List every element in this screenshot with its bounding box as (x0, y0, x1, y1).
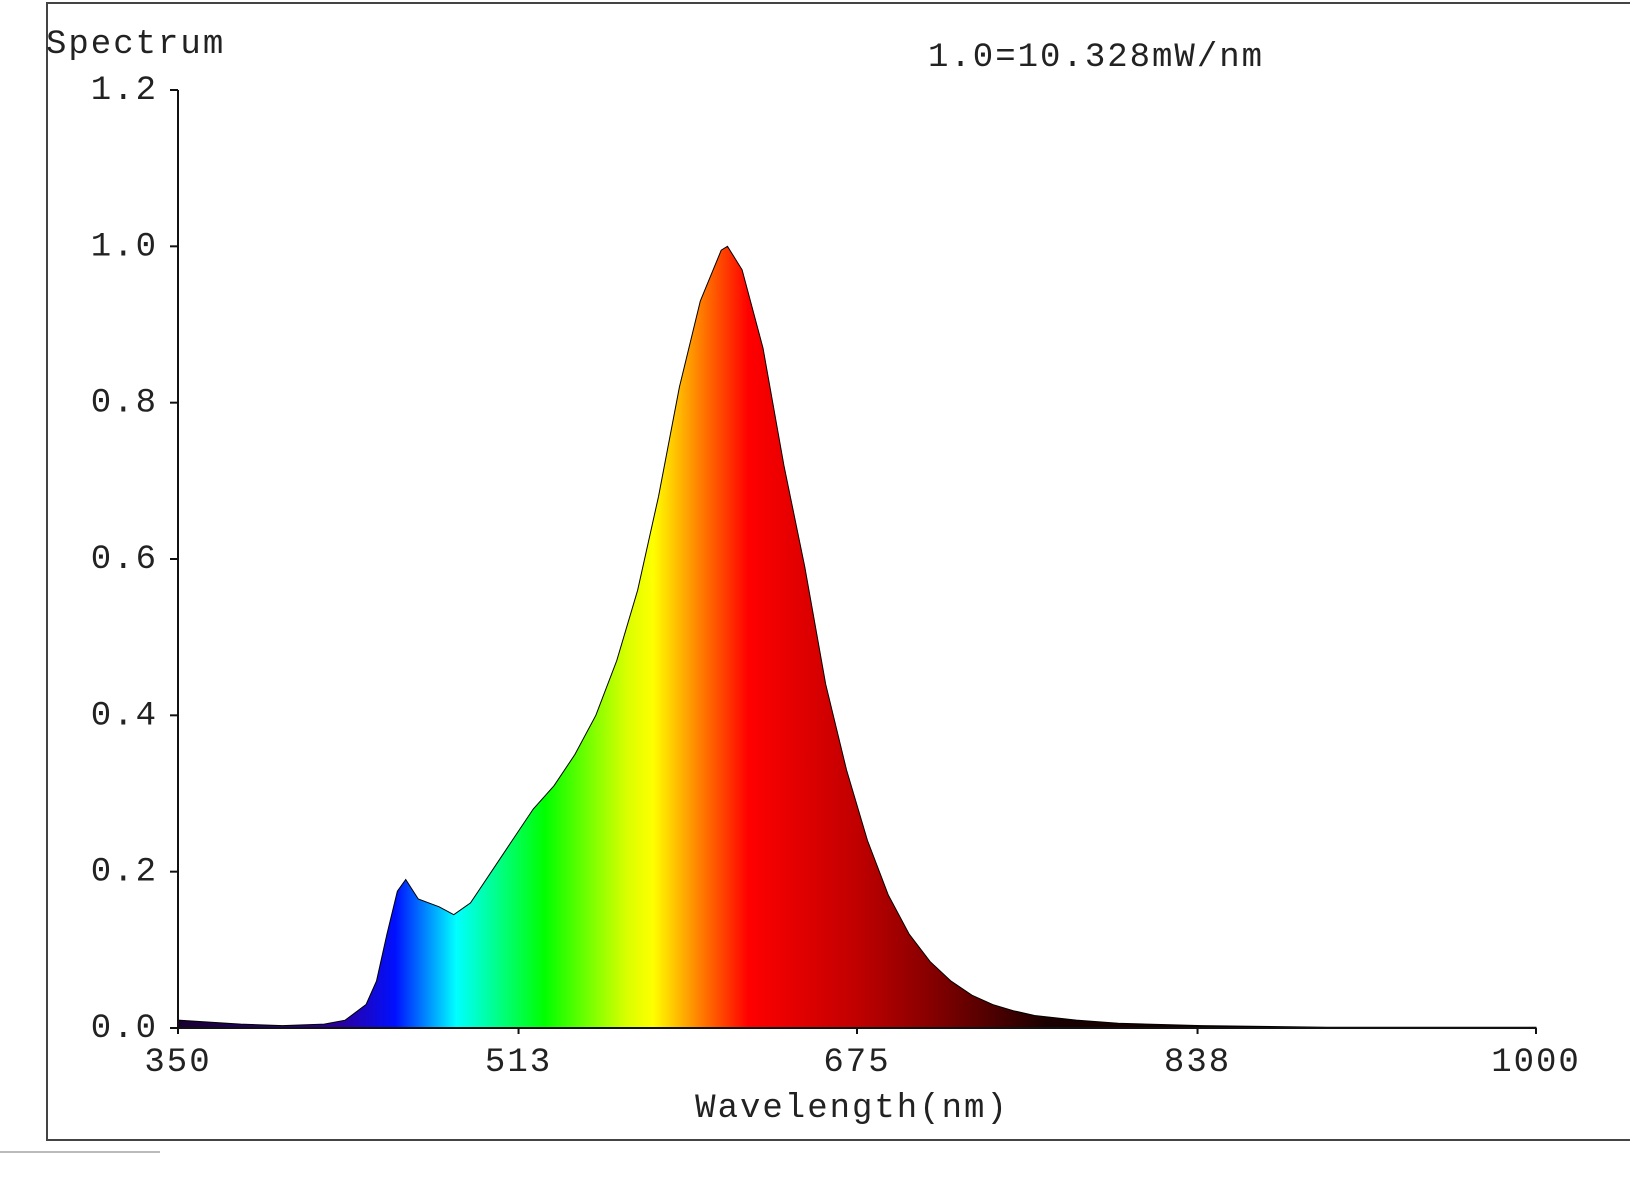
y-tick-label: 0.2 (91, 854, 158, 892)
x-tick-label: 1000 (1491, 1044, 1581, 1082)
spectrum-area (177, 245, 1537, 1029)
frame (46, 2, 1630, 1141)
y-tick-label: 0.0 (91, 1010, 158, 1048)
y-tick-label: 1.0 (91, 228, 158, 266)
y-tick-label: 0.8 (91, 385, 158, 423)
x-tick-label: 350 (144, 1044, 211, 1082)
x-tick-label: 838 (1164, 1044, 1231, 1082)
y-tick-label: 0.4 (91, 697, 158, 735)
y-tick-label: 1.2 (91, 72, 158, 110)
plot (177, 245, 1537, 1029)
x-tick-label: 675 (823, 1044, 890, 1082)
annotation: 1.0=10.328mW/nm (928, 39, 1264, 77)
chart-title: Spectrum (46, 26, 225, 64)
y-tick-label: 0.6 (91, 541, 158, 579)
x-tick-label: 513 (485, 1044, 552, 1082)
x-axis-label: Wavelength(nm) (695, 1090, 1009, 1128)
